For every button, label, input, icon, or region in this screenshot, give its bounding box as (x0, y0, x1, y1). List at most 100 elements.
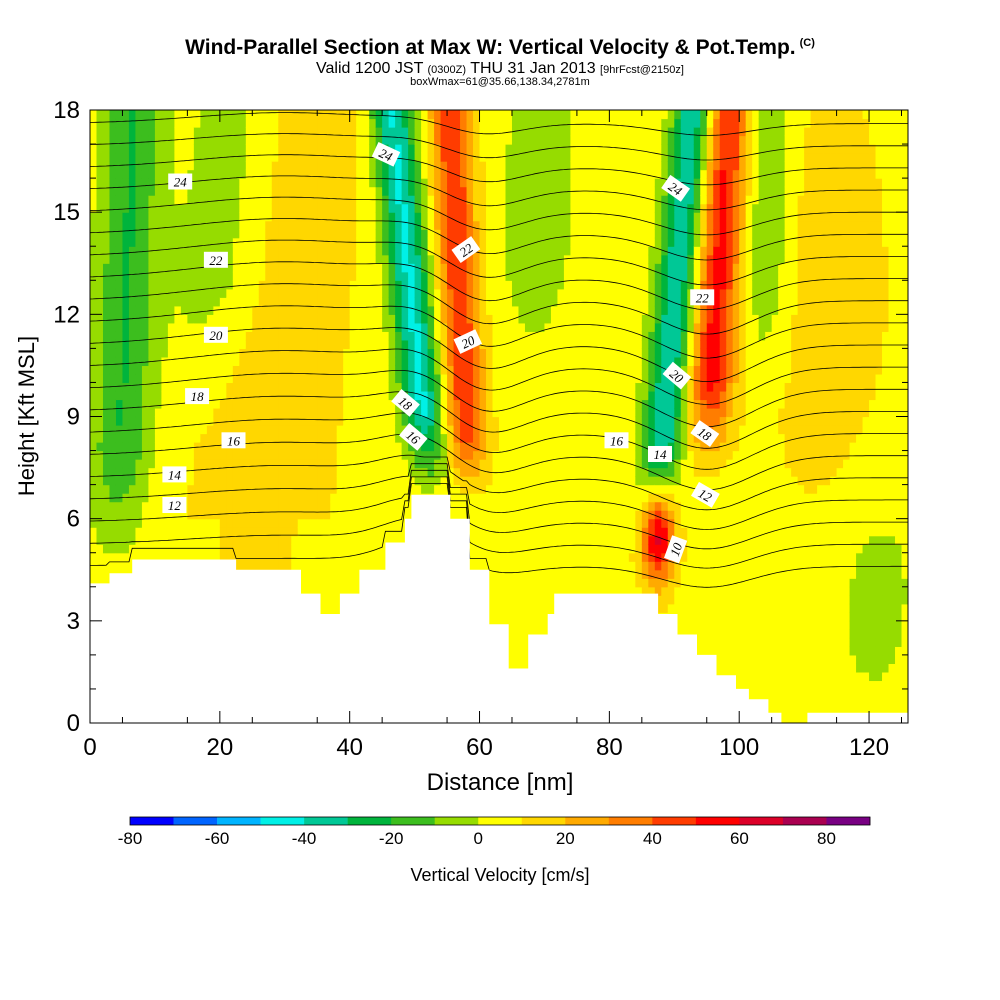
colorbar-swatch (434, 817, 479, 825)
x-axis-label: Distance [nm] (427, 769, 574, 796)
colorbar-label: Vertical Velocity [cm/s] (410, 865, 589, 885)
y-axis-label: Height [Kft MSL] (14, 336, 39, 496)
colorbar-swatch (565, 817, 610, 825)
contour-label: 16 (604, 432, 629, 449)
colorbar-swatch (521, 817, 566, 825)
y-tick-label: 6 (67, 506, 80, 533)
contour-label: 14 (162, 466, 187, 483)
colorbar-tick-label: 40 (643, 829, 662, 848)
y-tick-label: 0 (67, 710, 80, 737)
y-tick-label: 18 (53, 97, 80, 124)
contour-label-bg (662, 361, 692, 390)
colorbar-swatch (347, 817, 392, 825)
contour-label-text: 24 (174, 175, 188, 190)
contour-label: 20 (662, 361, 692, 390)
colorbar-tick-label: -20 (379, 829, 404, 848)
contour-label-text: 24 (377, 145, 396, 164)
contour-label: 18 (391, 389, 420, 417)
y-tick-label: 15 (53, 199, 80, 226)
contour-label: 22 (203, 251, 228, 268)
x-tick-label: 60 (466, 734, 493, 761)
colorbar-swatch (782, 817, 827, 825)
colorbar-swatch (608, 817, 653, 825)
contour-label-text: 22 (696, 290, 710, 305)
contour-label-bg (162, 497, 187, 513)
contour-label-text: 14 (168, 467, 182, 482)
colorbar: -80 -60 -40 -20 0 20 40 60 80 (118, 816, 871, 848)
contour-label: 16 (398, 423, 428, 451)
colorbar-tick-label: 60 (730, 829, 749, 848)
contour-label: 12 (162, 497, 187, 513)
contour-label-text: 20 (459, 332, 478, 351)
potential-temperature-contours (90, 112, 908, 588)
colorbar-swatch (304, 817, 348, 825)
contour-label-text: 22 (209, 253, 223, 268)
x-tick-label: 0 (83, 734, 96, 761)
terrain-mask (90, 494, 908, 723)
x-tick-label: 20 (206, 734, 233, 761)
colorbar-tick-label: -40 (292, 829, 317, 848)
contour-label: 12 (691, 481, 720, 508)
contour-label: 20 (203, 326, 228, 343)
colorbar-tick-label: -80 (118, 829, 143, 848)
contour-labels: 24 22 20 18 16 14 12 24 22 20 18 16 24 22 20 18 16 14 12 10 (162, 141, 720, 564)
colorbar-swatch (217, 817, 261, 825)
contour-label-bg (203, 326, 228, 343)
contour-label: 18 (690, 420, 720, 447)
x-tick-label: 120 (849, 734, 889, 761)
contour-label-bg (371, 141, 401, 167)
contour-label: 24 (661, 174, 691, 202)
contour-label: 20 (453, 329, 483, 354)
y-tick-label: 12 (53, 301, 80, 328)
contour-label: 14 (648, 446, 672, 462)
contour-label-text: 16 (227, 433, 241, 448)
colorbar-tick-label: 0 (473, 829, 482, 848)
colorbar-swatch (826, 817, 871, 825)
colorbar-swatch (130, 817, 174, 825)
y-tick-label: 9 (67, 404, 80, 431)
colorbar-swatch (391, 817, 436, 825)
contour-label-bg (221, 432, 246, 449)
colorbar-swatch (652, 817, 697, 825)
contour-label-text: 12 (168, 498, 182, 513)
contour-label-bg (185, 388, 210, 405)
x-tick-label: 40 (336, 734, 363, 761)
contour-label-text: 14 (654, 447, 668, 462)
chart-subtitle-2: boxWmax=61@35.66,138.34,2781m (410, 76, 590, 88)
contour-label: 24 (168, 173, 193, 190)
colorbar-swatch (173, 817, 218, 825)
contour-label-bg (162, 466, 187, 483)
contour-label-bg (604, 432, 629, 449)
contour-label: 22 (451, 236, 481, 264)
chart-subtitle: Valid 1200 JST (0300Z) THU 31 Jan 2013 [… (316, 60, 684, 77)
contour-label-text: 16 (610, 433, 624, 448)
contour-label-bg (690, 420, 720, 447)
contour-label: 10 (663, 535, 688, 564)
axes: 0 20 40 60 80 100 120 0 3 6 9 12 15 18 (53, 97, 908, 761)
colorbar-swatch (739, 817, 784, 825)
colorbar-tick-label: 80 (817, 829, 836, 848)
contour-label: 24 (371, 141, 401, 167)
contour-label-bg (391, 389, 420, 417)
contour-label-bg (398, 423, 428, 451)
contour-label-text: 10 (667, 540, 686, 558)
contour-label-bg (690, 289, 715, 306)
contour-label-bg (691, 481, 720, 508)
contour-label: 18 (185, 388, 210, 405)
colorbar-tick-label: 20 (556, 829, 575, 848)
contour-label-text: 20 (209, 328, 223, 343)
colorbar-swatch (478, 817, 523, 825)
contour-label-bg (661, 174, 691, 202)
colorbar-swatch (695, 817, 740, 825)
contour-label: 16 (221, 432, 246, 449)
contour-label-bg (203, 251, 228, 268)
colorbar-frame (129, 816, 871, 826)
contour-label-bg (453, 329, 483, 354)
contour-label-bg (663, 535, 688, 564)
x-tick-label: 100 (719, 734, 759, 761)
colorbar-swatch (260, 817, 305, 825)
x-tick-label: 80 (596, 734, 623, 761)
y-tick-label: 3 (67, 608, 80, 635)
colorbar-tick-label: -60 (205, 829, 230, 848)
chart-title: Wind-Parallel Section at Max W: Vertical… (185, 36, 815, 59)
